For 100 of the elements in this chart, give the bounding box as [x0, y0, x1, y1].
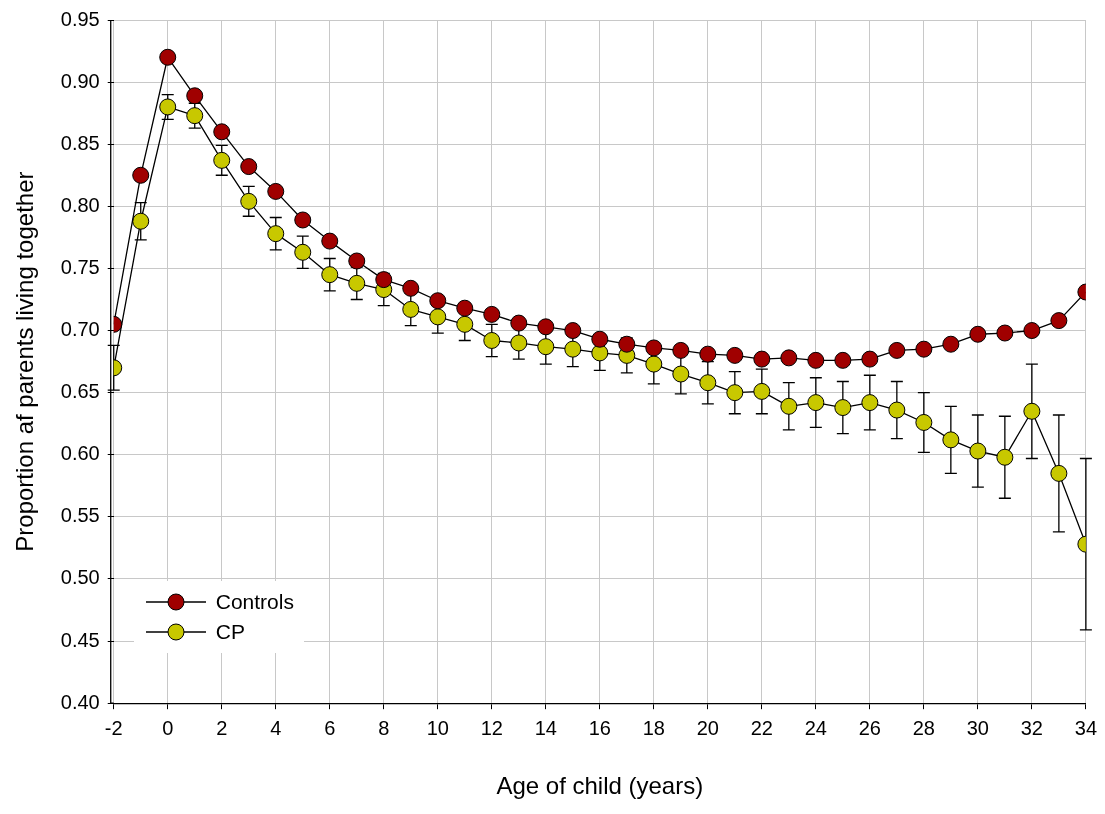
- point: [915, 413, 933, 431]
- point: [699, 374, 717, 392]
- point: [348, 274, 366, 292]
- point: [213, 151, 231, 169]
- x-tick-label: 12: [480, 716, 503, 739]
- point: [861, 394, 879, 412]
- point: [240, 192, 258, 210]
- point: [537, 338, 555, 356]
- point: [888, 401, 906, 419]
- point: [564, 340, 582, 358]
- point: [726, 346, 744, 364]
- x-tick-label: 26: [858, 716, 881, 739]
- x-tick-label: 32: [1020, 716, 1043, 739]
- point: [510, 314, 528, 332]
- point: [132, 166, 150, 184]
- point: [969, 325, 987, 343]
- point: [888, 341, 906, 359]
- legend-label: Controls: [215, 590, 294, 615]
- point: [159, 48, 177, 66]
- x-tick-label: 2: [216, 716, 228, 739]
- point: [294, 211, 312, 229]
- point: [456, 315, 474, 333]
- point: [510, 334, 528, 352]
- point: [834, 399, 852, 417]
- point: [456, 299, 474, 317]
- point: [753, 382, 771, 400]
- point: [402, 279, 420, 297]
- point: [780, 397, 798, 415]
- point: [267, 225, 285, 243]
- y-tick-label: 0.80: [60, 193, 100, 216]
- point: [1023, 402, 1041, 420]
- point: [942, 431, 960, 449]
- point: [834, 351, 852, 369]
- point: [429, 308, 447, 326]
- point: [780, 349, 798, 367]
- y-tick-label: 0.45: [60, 628, 100, 651]
- y-tick-label: 0.75: [60, 255, 100, 278]
- x-tick-label: 16: [588, 716, 611, 739]
- y-tick-label: 0.65: [60, 380, 100, 403]
- point: [996, 324, 1014, 342]
- point: [753, 350, 771, 368]
- point: [807, 351, 825, 369]
- point: [699, 345, 717, 363]
- point: [267, 182, 285, 200]
- point: [348, 252, 366, 270]
- point: [564, 322, 582, 340]
- x-tick-label: 10: [426, 716, 449, 739]
- y-tick-label: 0.90: [60, 69, 100, 92]
- point: [645, 355, 663, 373]
- y-tick-label: 0.85: [60, 131, 100, 154]
- x-tick-label: 14: [534, 716, 557, 739]
- x-tick-label: 24: [804, 716, 827, 739]
- point: [726, 384, 744, 402]
- point: [375, 271, 393, 289]
- point: [1050, 312, 1068, 330]
- point: [591, 344, 609, 362]
- x-tick-label: 30: [966, 716, 989, 739]
- x-tick-label: 22: [750, 716, 773, 739]
- point: [186, 107, 204, 125]
- y-tick-label: 0.55: [60, 504, 100, 527]
- point: [861, 350, 879, 368]
- point: [672, 341, 690, 359]
- point: [1023, 322, 1041, 340]
- x-tick-label: 0: [162, 716, 174, 739]
- x-tick-label: 20: [696, 716, 719, 739]
- point: [132, 212, 150, 230]
- point: [618, 335, 636, 353]
- y-axis-title: Proportion af parents living together: [11, 171, 39, 552]
- point: [645, 339, 663, 357]
- point: [321, 266, 339, 284]
- x-tick-label: 18: [642, 716, 665, 739]
- y-tick-label: 0.50: [60, 566, 100, 589]
- point: [294, 243, 312, 261]
- x-tick-label: 4: [270, 716, 282, 739]
- y-tick-label: 0.70: [60, 318, 100, 341]
- x-tick-label: 34: [1074, 716, 1097, 739]
- y-tick-label: 0.40: [60, 690, 100, 713]
- point: [429, 292, 447, 310]
- point: [321, 232, 339, 250]
- point: [402, 300, 420, 318]
- point: [807, 394, 825, 412]
- x-tick-label: 28: [912, 716, 935, 739]
- point: [942, 335, 960, 353]
- x-tick-label: -2: [104, 716, 123, 739]
- point: [213, 123, 231, 141]
- x-tick-label: 6: [324, 716, 336, 739]
- point: [159, 98, 177, 116]
- point: [483, 331, 501, 349]
- point: [537, 318, 555, 336]
- point: [186, 87, 204, 105]
- point: [591, 330, 609, 348]
- point: [915, 340, 933, 358]
- x-tick-label: 8: [378, 716, 390, 739]
- point: [672, 365, 690, 383]
- point: [996, 448, 1014, 466]
- point: [240, 158, 258, 176]
- point: [969, 442, 987, 460]
- x-axis-title: Age of child (years): [496, 772, 704, 800]
- y-tick-label: 0.60: [60, 442, 100, 465]
- point: [483, 305, 501, 323]
